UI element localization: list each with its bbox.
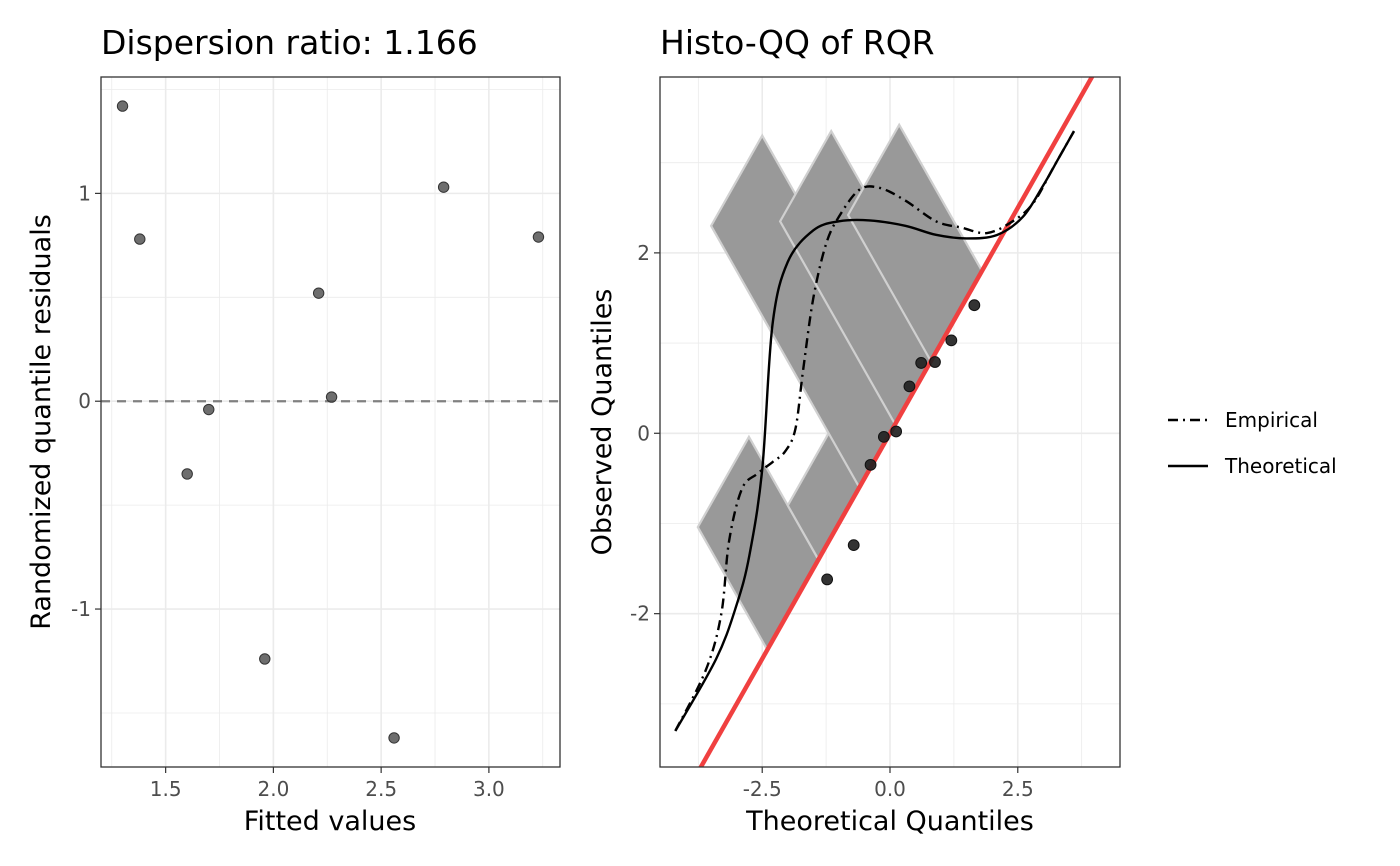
histo-qq-plot-area [674, 77, 1095, 767]
x-tick-label: 0.0 [874, 777, 906, 801]
histogram-bars [696, 122, 984, 652]
x-tick-label: 2.5 [365, 777, 397, 801]
residual-point [134, 233, 146, 245]
qq-point [945, 334, 958, 347]
density-curves [674, 130, 1076, 732]
y-tick-label: 1 [78, 181, 91, 205]
residual-point [532, 231, 545, 243]
legend: Empirical Theoretical [1168, 408, 1337, 478]
residual-point [116, 100, 129, 112]
dispersion-title: Dispersion ratio: 1.166 [101, 23, 478, 62]
qq-point [847, 539, 860, 552]
identity-reference-line [698, 77, 1095, 767]
y-tick-label: -2 [630, 602, 650, 626]
histo-qq-y-ticks: -2 0 2 [630, 241, 660, 626]
y-tick-label: 2 [637, 241, 650, 265]
x-tick-label: -2.5 [743, 777, 782, 801]
residual-point [203, 403, 215, 416]
dispersion-y-ticks: -1 0 1 [71, 181, 101, 621]
histo-qq-x-ticks: -2.5 0.0 2.5 [743, 767, 1034, 801]
qq-point [890, 425, 903, 438]
residual-point [259, 653, 271, 665]
residual-point [325, 391, 338, 403]
qq-point [864, 458, 877, 471]
dispersion-x-axis-title: Fitted values [244, 806, 416, 837]
qq-point [903, 380, 916, 393]
qq-point [821, 573, 834, 586]
residual-point [388, 732, 400, 744]
histo-qq-panel: Histo-QQ of RQR -2.5 0.0 2.5 -2 0 2 Theoreti… [587, 23, 1121, 837]
legend-label-empirical: Empirical [1225, 408, 1318, 432]
y-tick-label: 0 [637, 421, 650, 445]
empirical-curve [674, 130, 1076, 732]
qq-point [915, 357, 928, 369]
qq-point [929, 356, 941, 368]
histo-qq-title: Histo-QQ of RQR [660, 23, 935, 62]
residual-point [437, 181, 450, 193]
dispersion-panel: Dispersion ratio: 1.166 1.5 2.0 2.5 3.0 -1 0… [26, 23, 561, 837]
theoretical-curve [674, 130, 1076, 732]
y-tick-label: -1 [71, 597, 91, 621]
x-tick-label: 1.5 [150, 777, 182, 801]
residual-points [116, 100, 545, 744]
identity-line [698, 77, 1095, 767]
x-tick-label: 3.0 [473, 777, 505, 801]
qq-point [877, 430, 890, 443]
qq-point [968, 299, 981, 312]
dispersion-plot-background [101, 77, 560, 767]
dispersion-y-axis-title: Randomized quantile residuals [26, 214, 57, 630]
y-tick-label: 0 [78, 389, 91, 413]
residual-point [312, 287, 325, 299]
x-tick-label: 2.0 [257, 777, 289, 801]
x-tick-label: 2.5 [1002, 777, 1034, 801]
histo-qq-y-axis-title: Observed Quantiles [587, 289, 618, 556]
legend-label-theoretical: Theoretical [1224, 454, 1337, 478]
residual-point [181, 468, 193, 480]
dispersion-panel-border [100, 76, 561, 768]
qq-points [821, 299, 981, 586]
histo-qq-x-axis-title: Theoretical Quantiles [745, 806, 1034, 837]
dispersion-x-ticks: 1.5 2.0 2.5 3.0 [150, 767, 505, 801]
